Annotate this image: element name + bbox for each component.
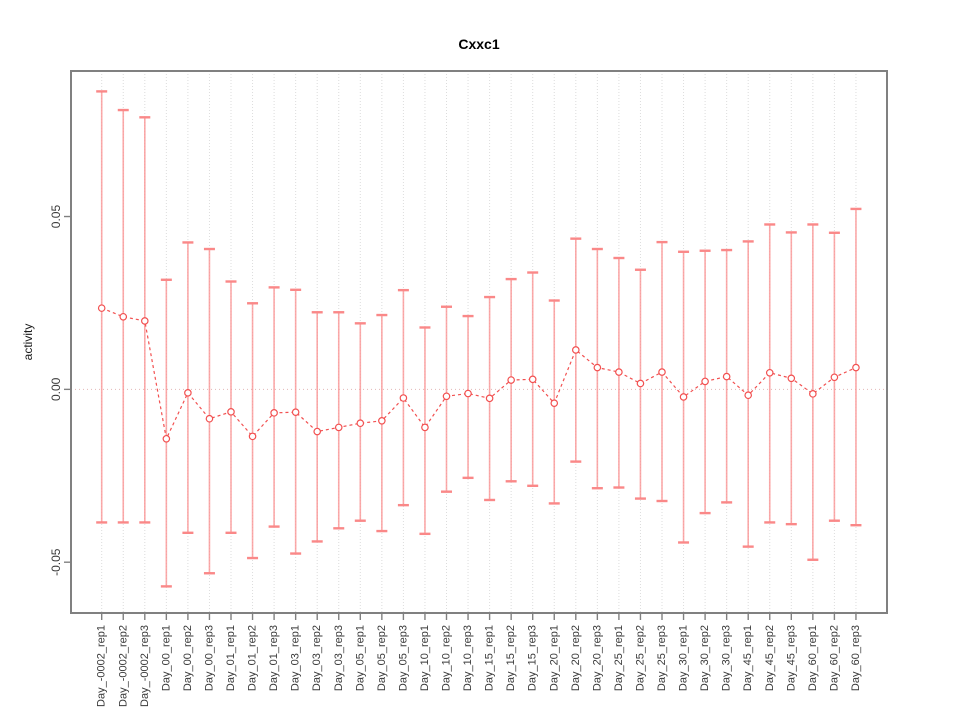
x-tick-label: Day_15_rep3 xyxy=(527,625,539,691)
x-tick-label: Day_20_rep3 xyxy=(591,625,603,691)
data-point xyxy=(334,423,343,432)
x-tick-label: Day_60_rep1 xyxy=(807,625,819,691)
x-tick-label: Day_20_rep2 xyxy=(570,625,582,691)
data-point xyxy=(485,394,494,403)
x-tick-label: Day_01_rep3 xyxy=(268,625,280,691)
x-tick-label: Day_20_rep1 xyxy=(548,625,560,691)
data-point xyxy=(378,417,386,425)
x-tick-label: Day_01_rep2 xyxy=(247,625,259,691)
x-tick-label: Day_00_rep2 xyxy=(182,625,194,691)
data-point xyxy=(356,419,365,428)
data-point xyxy=(507,376,515,384)
data-point xyxy=(464,389,472,398)
x-tick-label: Day_-0002_rep2 xyxy=(117,625,129,707)
data-point xyxy=(722,372,731,381)
x-tick-label: Day_10_rep2 xyxy=(441,625,453,691)
data-point xyxy=(442,392,451,401)
error-bars-group xyxy=(96,90,862,588)
x-tick-label: Day_00_rep1 xyxy=(160,625,172,691)
x-tick-label: Day_30_rep1 xyxy=(678,625,690,691)
x-tick-label: Day_05_rep1 xyxy=(354,625,366,691)
data-point xyxy=(528,375,537,384)
y-tick-label: 0.05 xyxy=(49,205,63,229)
data-point xyxy=(809,390,817,398)
plot-border xyxy=(70,70,888,614)
y-tick-label: 0.00 xyxy=(49,377,63,401)
y-tick-label: -0.05 xyxy=(49,548,63,576)
data-points-group xyxy=(97,304,860,443)
x-tick-label: Day_45_rep3 xyxy=(785,625,797,691)
x-tick-label: Day_00_rep3 xyxy=(203,625,215,691)
gridlines-group xyxy=(101,71,857,613)
x-axis-group: Day_-0002_rep1 Day_-0002_rep2 Day_-0002_re… xyxy=(96,613,862,707)
x-tick-label: Day_25_rep2 xyxy=(634,625,646,691)
data-point xyxy=(744,391,753,400)
x-tick-label: Day_60_rep2 xyxy=(828,625,840,691)
data-point xyxy=(227,408,235,416)
data-point xyxy=(701,377,709,386)
data-point xyxy=(205,414,214,423)
data-point xyxy=(184,389,192,397)
data-point xyxy=(270,409,278,417)
series-line xyxy=(101,307,857,441)
x-tick-label: Day_03_rep1 xyxy=(290,625,302,691)
data-point xyxy=(550,399,559,407)
data-point xyxy=(679,393,688,401)
x-tick-label: Day_15_rep2 xyxy=(505,625,517,691)
x-tick-label: Day_03_rep2 xyxy=(311,625,323,691)
data-point xyxy=(636,379,645,388)
data-point xyxy=(162,434,171,443)
data-point xyxy=(765,368,774,377)
data-point xyxy=(593,363,602,372)
x-tick-label: Day_25_rep1 xyxy=(613,625,625,691)
x-tick-label: Day_-0002_rep1 xyxy=(96,625,108,707)
x-tick-label: Day_30_rep2 xyxy=(699,625,711,691)
x-tick-label: Day_10_rep1 xyxy=(419,625,431,691)
data-point xyxy=(421,423,429,432)
data-point xyxy=(291,408,300,416)
data-point xyxy=(399,394,408,402)
data-point xyxy=(119,312,128,321)
data-point xyxy=(658,368,666,376)
data-point xyxy=(787,374,796,383)
x-tick-label: Day_60_rep3 xyxy=(850,625,862,691)
data-point xyxy=(571,346,580,354)
x-tick-label: Day_25_rep3 xyxy=(656,625,668,691)
data-point xyxy=(248,432,257,441)
x-tick-label: Day_10_rep3 xyxy=(462,625,474,691)
x-tick-label: Day_05_rep3 xyxy=(397,625,409,691)
data-point xyxy=(97,304,106,312)
x-tick-label: Day_45_rep2 xyxy=(764,625,776,691)
y-axis-group: 0.05 0.00 -0.05 xyxy=(49,205,71,576)
data-point xyxy=(830,373,839,382)
x-tick-label: Day_-0002_rep3 xyxy=(139,625,151,707)
x-tick-label: Day_03_rep3 xyxy=(333,625,345,691)
data-point xyxy=(313,427,322,436)
x-tick-label: Day_30_rep3 xyxy=(721,625,733,691)
data-point xyxy=(852,363,860,372)
chart-title: Cxxc1 xyxy=(458,36,500,52)
x-tick-label: Day_01_rep1 xyxy=(225,625,237,691)
x-tick-label: Day_15_rep1 xyxy=(484,625,496,691)
data-point xyxy=(615,368,623,376)
x-tick-label: Day_05_rep2 xyxy=(376,625,388,691)
x-tick-label: Day_45_rep1 xyxy=(742,625,754,691)
data-point xyxy=(141,317,149,325)
